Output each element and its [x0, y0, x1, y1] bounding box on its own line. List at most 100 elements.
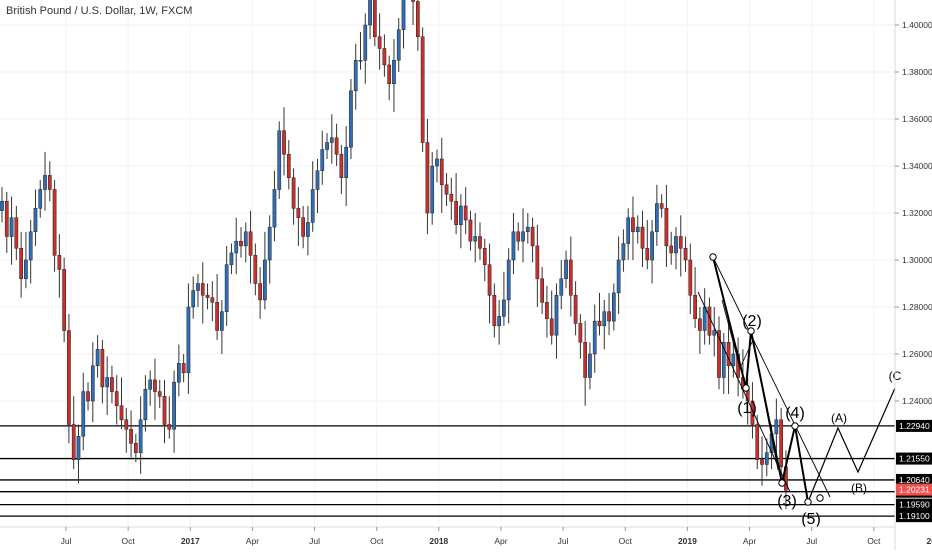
candle-body-down — [86, 391, 90, 402]
candle-body-up — [325, 142, 329, 150]
wave-pivot[interactable] — [778, 479, 786, 487]
x-tick-label: Oct — [619, 536, 633, 546]
candle-body-up — [602, 311, 607, 327]
current-price-label: 1.20231 — [899, 485, 930, 495]
candle-body-down — [688, 259, 693, 296]
candle-body-up — [401, 0, 406, 30]
candle-body-down — [129, 428, 133, 444]
candle-body-up — [320, 149, 325, 171]
candles — [0, 0, 788, 510]
y-tick-label: 1.36000 — [902, 114, 932, 124]
wave-pivot[interactable] — [816, 494, 824, 502]
candle-body-down — [162, 396, 167, 425]
candle-body-up — [392, 60, 396, 84]
corrective-wave-line[interactable] — [807, 387, 896, 503]
wave-pivot[interactable] — [791, 422, 799, 430]
candle-body-down — [258, 283, 262, 301]
wave-pivot[interactable] — [747, 327, 755, 335]
candle-body-up — [38, 189, 43, 209]
candle-body-down — [597, 320, 602, 327]
candle-body-down — [487, 264, 492, 296]
candle-body-down — [200, 283, 205, 296]
horizontal-levels[interactable] — [0, 425, 895, 517]
candle-body-down — [282, 130, 286, 155]
candle-body-down — [71, 424, 76, 460]
candle-body-up — [588, 353, 592, 378]
x-tick-label: Jul — [309, 536, 320, 546]
candle-body-up — [138, 419, 143, 453]
candle-body-up — [306, 222, 310, 237]
candle-body-down — [444, 184, 449, 195]
candle-body-up — [148, 379, 153, 390]
wave-pivot[interactable] — [804, 498, 812, 506]
y-tick-label: 1.38000 — [902, 67, 932, 77]
x-tick-label: Oct — [867, 536, 881, 546]
candle-body-down — [482, 248, 487, 265]
candle-body-down — [449, 193, 454, 202]
wave-pivot[interactable] — [709, 253, 717, 261]
candle-body-down — [157, 391, 162, 397]
candle-body-down — [707, 306, 712, 336]
candle-body-up — [95, 349, 100, 366]
time-axis[interactable]: Jul Oct 2017 Apr Jul Oct 2018 Apr Jul Oct 2019 Apr J… — [61, 527, 932, 546]
candle-body-up — [502, 299, 506, 317]
candle-body-up — [435, 158, 439, 167]
current-price-badge — [896, 483, 932, 496]
candle-body-down — [573, 295, 578, 324]
wave-drawings[interactable] — [697, 253, 896, 506]
candle-body-down — [755, 424, 760, 460]
candle-body-down — [100, 349, 105, 388]
candle-body-down — [210, 297, 215, 303]
candle-body-down — [153, 379, 157, 392]
candle-body-down — [726, 342, 731, 366]
candle-body-down — [239, 240, 243, 247]
candle-body-up — [564, 259, 568, 280]
x-tick-label: Jul — [806, 536, 817, 546]
candle-body-down — [693, 295, 697, 319]
wave-label: (A) — [831, 411, 847, 425]
candle-body-down — [4, 201, 9, 237]
candle-body-up — [626, 217, 631, 244]
candle-body-down — [425, 142, 430, 214]
candle-body-up — [90, 365, 95, 402]
candle-body-down — [253, 255, 258, 284]
candle-body-down — [387, 64, 392, 84]
candle-body-up — [263, 259, 267, 301]
candle-body-down — [669, 245, 674, 254]
candle-body-down — [454, 201, 458, 225]
detail-wave-line[interactable] — [721, 299, 779, 471]
x-tick-label: Jul — [61, 536, 72, 546]
candle-body-down — [478, 236, 482, 249]
candle-body-up — [655, 203, 659, 233]
channel-lower-line[interactable] — [697, 291, 791, 493]
candle-body-down — [717, 330, 721, 378]
candle-body-down — [19, 248, 23, 280]
candle-body-down — [540, 278, 544, 303]
wave-pivot[interactable] — [742, 384, 750, 392]
candle-body-up — [143, 389, 148, 421]
chart-title: British Pound / U.S. Dollar, 1W, FXCM — [6, 5, 192, 17]
candle-body-down — [659, 203, 664, 209]
candle-body-down — [640, 226, 645, 249]
candle-body-down — [114, 391, 119, 406]
candle-body-up — [621, 243, 626, 261]
candle-body-down — [124, 419, 129, 430]
candle-body-up — [277, 130, 282, 190]
candle-body-up — [24, 259, 28, 280]
candle-body-down — [334, 137, 339, 155]
candle-body-up — [473, 236, 478, 242]
candle-body-up — [191, 290, 196, 308]
candle-body-down — [463, 205, 468, 221]
x-tick-label: 2017 — [181, 536, 200, 546]
candle-body-down — [133, 443, 138, 453]
candle-body-up — [43, 175, 47, 190]
candle-body-up — [611, 292, 616, 322]
candle-body-down — [535, 245, 540, 280]
channel-upper-line[interactable] — [712, 256, 831, 498]
price-axis[interactable]: 1.440001.420001.400001.380001.360001.340… — [895, 0, 932, 523]
candle-body-down — [645, 248, 650, 261]
candle-body-down — [549, 318, 554, 336]
wave-label: (3) — [777, 493, 797, 510]
